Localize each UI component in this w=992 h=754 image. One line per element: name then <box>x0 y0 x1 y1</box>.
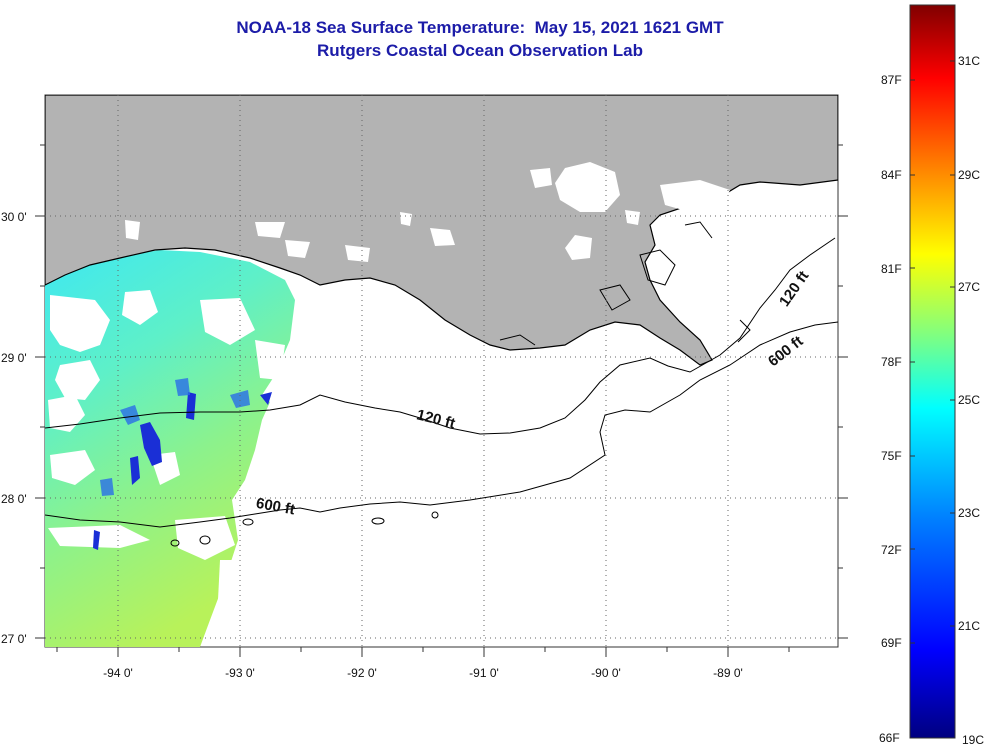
title-block: NOAA-18 Sea Surface Temperature: May 15,… <box>40 16 920 62</box>
lat-label: 27 0' <box>1 632 27 646</box>
lon-label: -92 0' <box>347 666 377 680</box>
axis-ticks <box>35 144 848 657</box>
scale-c-label: 25C <box>958 393 981 407</box>
temperature-colorbar <box>909 4 956 739</box>
lon-label: -91 0' <box>469 666 499 680</box>
colorbar-ticks <box>910 60 955 644</box>
sst-swath <box>45 250 295 647</box>
contour-120ft <box>45 237 836 435</box>
map-title: NOAA-18 Sea Surface Temperature: May 15,… <box>236 18 724 37</box>
lon-label: -90 0' <box>591 666 621 680</box>
marsh-outlines <box>499 221 751 346</box>
scale-f-label: 69F <box>881 636 902 650</box>
scale-c-label: 29C <box>958 168 981 182</box>
grid-lines <box>45 95 838 647</box>
scale-f-label: 87F <box>881 73 902 87</box>
scale-f-label: 84F <box>881 168 902 182</box>
scale-f-label: 75F <box>881 449 902 463</box>
scale-c-label: 31C <box>958 54 981 68</box>
cloud-gaps <box>48 290 285 600</box>
scale-c-label: 19C <box>962 733 985 747</box>
cold-streaks <box>93 392 272 550</box>
scale-c-label: 27C <box>958 280 981 294</box>
scale-f-label: 78F <box>881 355 902 369</box>
lon-label: -94 0' <box>103 666 133 680</box>
scale-c-label: 21C <box>958 619 981 633</box>
lat-label: 30 0' <box>1 210 27 224</box>
contour-label-600-west: 600 ft <box>255 495 297 519</box>
lat-label: 29 0' <box>1 351 27 365</box>
scale-f-label: 72F <box>881 543 902 557</box>
scale-f-label: 66F <box>879 731 900 745</box>
scale-f-label: 81F <box>881 262 902 276</box>
lat-label: 28 0' <box>1 492 27 506</box>
inland-lakes <box>125 162 730 262</box>
lon-label: -89 0' <box>713 666 743 680</box>
map-subtitle: Rutgers Coastal Ocean Observation Lab <box>317 41 643 60</box>
scale-c-label: 23C <box>958 506 981 520</box>
lon-label: -93 0' <box>225 666 255 680</box>
contour-600ft <box>45 321 838 528</box>
